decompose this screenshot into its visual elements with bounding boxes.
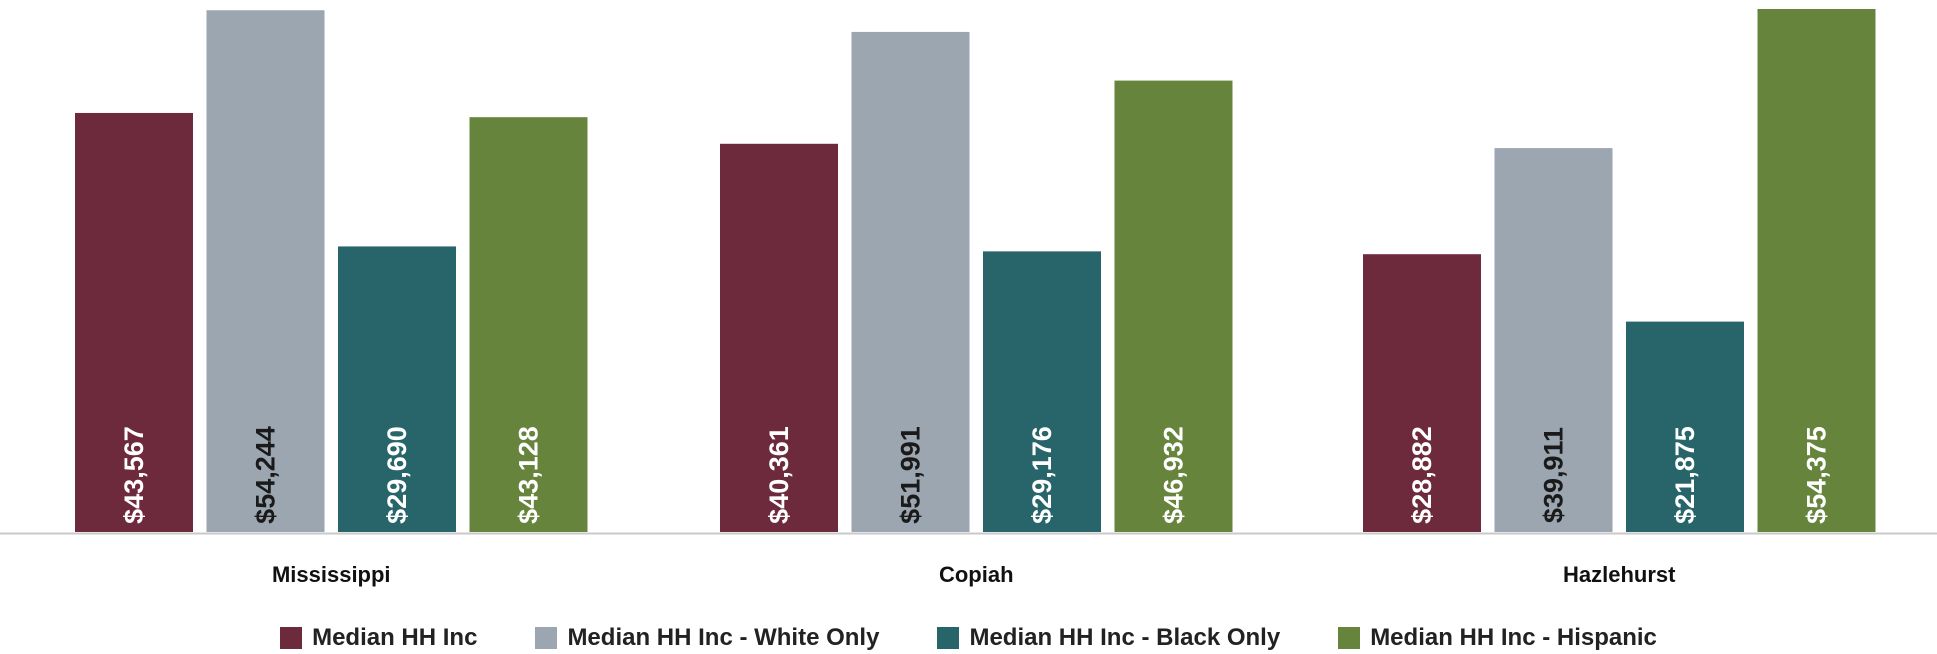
bar-copiah-median-hh-inc-black-only <box>983 251 1101 532</box>
category-labels: Mississippi Copiah Hazlehurst <box>272 562 1676 587</box>
data-label-mississippi-median-hh-inc-black-only: $29,690 <box>382 426 412 524</box>
legend: Median HH Inc Median HH Inc - White Only M… <box>0 622 1937 654</box>
bar-mississippi-median-hh-inc-black-only <box>338 246 456 532</box>
data-label-hazlehurst-median-hh-inc-black-only: $21,875 <box>1670 426 1700 524</box>
data-label-mississippi-median-hh-inc-hispanic: $43,128 <box>514 426 544 524</box>
legend-label: Median HH Inc - Black Only <box>969 624 1281 651</box>
legend-swatch <box>1338 627 1361 649</box>
bar-hazlehurst-median-hh-inc-black-only <box>1626 321 1744 532</box>
category-label-copiah: Copiah <box>939 562 1014 587</box>
data-label-hazlehurst-median-hh-inc-hispanic: $54,375 <box>1802 426 1832 524</box>
legend-item-median-hh-inc-hispanic: Median HH Inc - Hispanic <box>1338 624 1657 652</box>
data-label-copiah-median-hh-inc-black-only: $29,176 <box>1027 426 1057 524</box>
legend-swatch <box>535 627 558 649</box>
bar-chart: $43,567 $54,244 $29,690 $43,128 $40,361 $51,9… <box>0 9 1937 587</box>
legend-label: Median HH Inc - Hispanic <box>1370 624 1657 651</box>
bar-hazlehurst-median-hh-inc-white-only <box>1494 148 1613 532</box>
data-label-mississippi-median-hh-inc-white-only: $54,244 <box>251 426 281 524</box>
bar-copiah-median-hh-inc-white-only <box>851 31 970 533</box>
data-label-copiah-median-hh-inc-white-only: $51,991 <box>896 426 926 524</box>
legend-item-median-hh-inc: Median HH Inc <box>280 624 477 652</box>
bar-mississippi-median-hh-inc-hispanic <box>469 117 588 532</box>
bars-group: $43,567 $54,244 $29,690 $43,128 $40,361 $51,9… <box>75 9 1876 533</box>
bar-copiah-median-hh-inc <box>720 143 838 533</box>
data-label-copiah-median-hh-inc: $40,361 <box>764 426 794 524</box>
data-label-hazlehurst-median-hh-inc-white-only: $39,911 <box>1539 427 1569 523</box>
bar-hazlehurst-median-hh-inc <box>1363 254 1481 532</box>
legend-label: Median HH Inc <box>312 624 478 651</box>
bar-mississippi-median-hh-inc-white-only <box>206 10 325 532</box>
legend-item-median-hh-inc-black-only: Median HH Inc - Black Only <box>937 624 1280 652</box>
legend-swatch <box>937 627 960 649</box>
data-label-copiah-median-hh-inc-hispanic: $46,932 <box>1159 426 1189 524</box>
legend-label: Median HH Inc - White Only <box>567 624 880 651</box>
data-label-mississippi-median-hh-inc: $43,567 <box>119 426 149 524</box>
legend-swatch <box>280 627 303 649</box>
bar-mississippi-median-hh-inc <box>75 112 193 532</box>
bar-copiah-median-hh-inc-hispanic <box>1114 80 1233 532</box>
category-label-mississippi: Mississippi <box>272 562 391 587</box>
legend-item-median-hh-inc-white-only: Median HH Inc - White Only <box>535 624 879 652</box>
category-label-hazlehurst: Hazlehurst <box>1563 562 1676 587</box>
bar-hazlehurst-median-hh-inc-hispanic <box>1757 9 1876 532</box>
data-label-hazlehurst-median-hh-inc: $28,882 <box>1407 426 1437 524</box>
